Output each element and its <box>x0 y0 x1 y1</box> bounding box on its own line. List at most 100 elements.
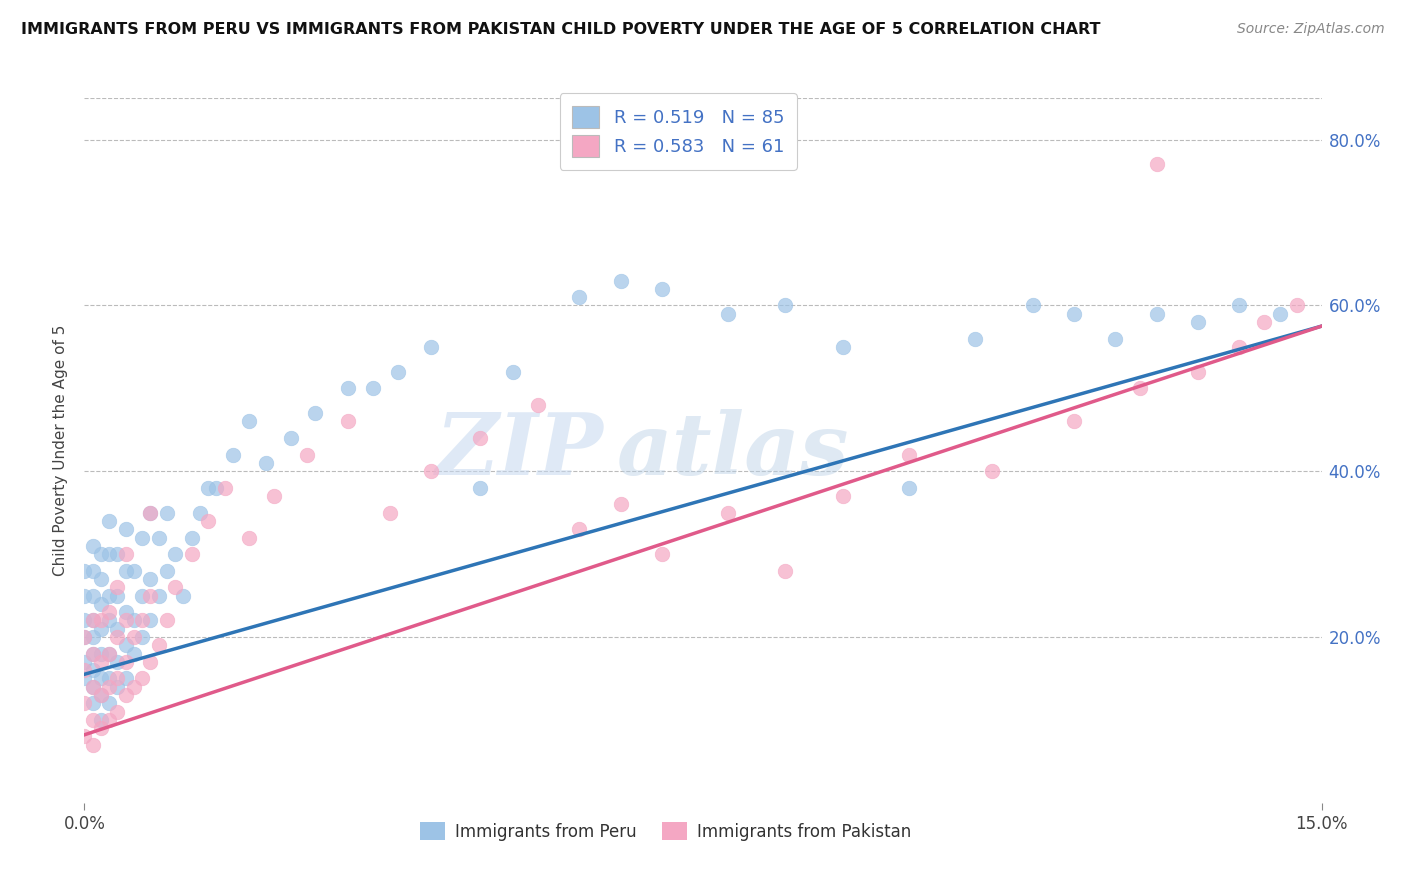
Point <box>105 589 128 603</box>
Point <box>139 614 162 628</box>
Point <box>98 672 121 686</box>
Point <box>98 514 121 528</box>
Point <box>90 597 112 611</box>
Point <box>337 381 360 395</box>
Point <box>82 614 104 628</box>
Point <box>82 614 104 628</box>
Point <box>82 680 104 694</box>
Point <box>98 605 121 619</box>
Point <box>82 680 104 694</box>
Point <box>73 663 96 677</box>
Point <box>73 589 96 603</box>
Point <box>105 680 128 694</box>
Point <box>98 647 121 661</box>
Point <box>131 630 153 644</box>
Point <box>832 489 855 503</box>
Point <box>114 564 136 578</box>
Point <box>651 547 673 561</box>
Point <box>280 431 302 445</box>
Point <box>527 398 550 412</box>
Point <box>114 614 136 628</box>
Point <box>114 688 136 702</box>
Point <box>1253 315 1275 329</box>
Text: IMMIGRANTS FROM PERU VS IMMIGRANTS FROM PAKISTAN CHILD POVERTY UNDER THE AGE OF : IMMIGRANTS FROM PERU VS IMMIGRANTS FROM … <box>21 22 1101 37</box>
Point <box>156 506 179 520</box>
Point <box>1187 315 1209 329</box>
Point <box>73 630 96 644</box>
Point <box>609 497 631 511</box>
Point <box>82 738 104 752</box>
Point <box>82 630 104 644</box>
Point <box>775 564 797 578</box>
Point <box>114 638 136 652</box>
Point <box>238 414 260 428</box>
Point <box>148 638 170 652</box>
Point <box>238 531 260 545</box>
Point <box>568 522 591 536</box>
Point <box>114 655 136 669</box>
Text: Source: ZipAtlas.com: Source: ZipAtlas.com <box>1237 22 1385 37</box>
Point <box>148 589 170 603</box>
Point <box>122 564 145 578</box>
Point <box>188 506 211 520</box>
Point <box>1146 307 1168 321</box>
Point <box>105 630 128 644</box>
Point <box>180 547 202 561</box>
Point <box>105 655 128 669</box>
Point <box>980 464 1002 478</box>
Point <box>98 589 121 603</box>
Point <box>105 547 128 561</box>
Point <box>90 721 112 735</box>
Point <box>222 448 245 462</box>
Point <box>139 655 162 669</box>
Point <box>470 481 492 495</box>
Point <box>114 547 136 561</box>
Point <box>82 539 104 553</box>
Point <box>90 713 112 727</box>
Point <box>73 564 96 578</box>
Point <box>73 672 96 686</box>
Point <box>122 647 145 661</box>
Point <box>98 713 121 727</box>
Point <box>90 614 112 628</box>
Point <box>98 680 121 694</box>
Point <box>114 605 136 619</box>
Point <box>1270 307 1292 321</box>
Point <box>165 547 187 561</box>
Point <box>1285 298 1308 312</box>
Point <box>90 572 112 586</box>
Point <box>378 506 401 520</box>
Point <box>1104 332 1126 346</box>
Point <box>122 630 145 644</box>
Point <box>1227 298 1250 312</box>
Point <box>502 365 524 379</box>
Point <box>90 672 112 686</box>
Point <box>1063 414 1085 428</box>
Point <box>105 705 128 719</box>
Point <box>105 622 128 636</box>
Point <box>568 290 591 304</box>
Point <box>73 655 96 669</box>
Point <box>775 298 797 312</box>
Point <box>419 340 441 354</box>
Point <box>1187 365 1209 379</box>
Point <box>82 564 104 578</box>
Point <box>82 647 104 661</box>
Point <box>387 365 409 379</box>
Point <box>73 630 96 644</box>
Text: ZIP: ZIP <box>436 409 605 492</box>
Point <box>139 589 162 603</box>
Point <box>197 514 219 528</box>
Point <box>105 580 128 594</box>
Point <box>148 531 170 545</box>
Point <box>1227 340 1250 354</box>
Point <box>90 655 112 669</box>
Point <box>337 414 360 428</box>
Point <box>98 614 121 628</box>
Point <box>419 464 441 478</box>
Point <box>832 340 855 354</box>
Point <box>263 489 285 503</box>
Point <box>139 506 162 520</box>
Point <box>609 273 631 287</box>
Point <box>361 381 384 395</box>
